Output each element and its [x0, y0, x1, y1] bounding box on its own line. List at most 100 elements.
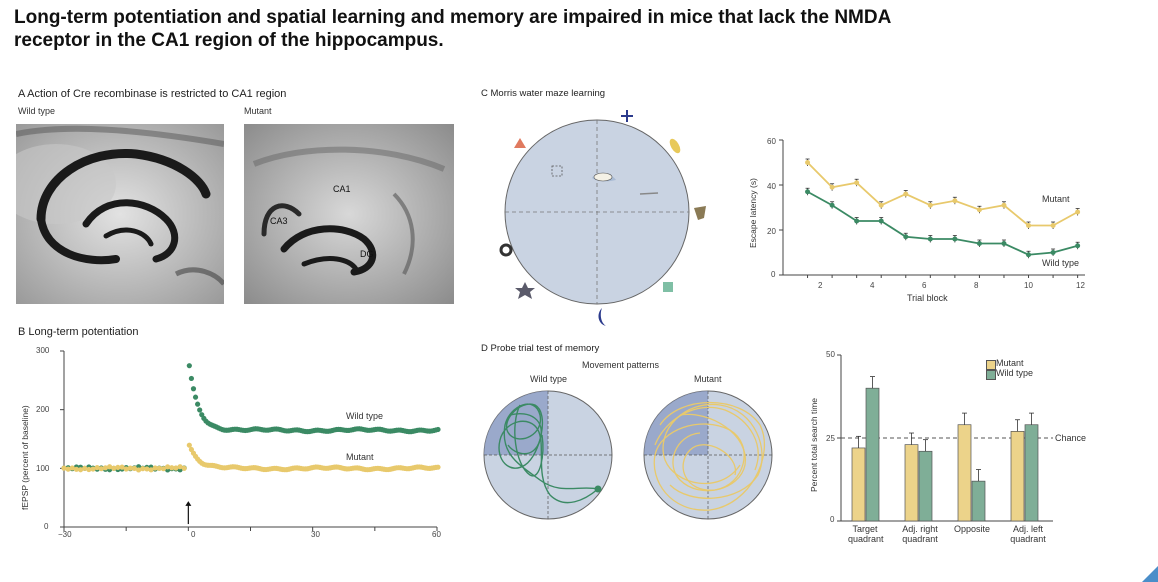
ltp-mutant-point — [77, 467, 84, 473]
ltp-mutant-point — [86, 466, 92, 473]
square-cue-icon — [663, 282, 673, 292]
ltp-mutant-point — [111, 465, 117, 471]
ring-cue-icon — [499, 243, 513, 257]
maze-learning-chart — [779, 139, 1085, 278]
maze-wild-point — [829, 202, 835, 208]
cat-target: Target quadrant — [848, 524, 884, 544]
probe-wild-bar — [918, 450, 933, 522]
plus-cue-icon — [621, 110, 633, 122]
probe-mutant-bar — [904, 444, 919, 522]
ca1-label: CA1 — [333, 184, 351, 194]
ltp-mutant-point — [115, 464, 121, 471]
ltp-mutant-point — [123, 466, 129, 472]
panel-c-heading: C Morris water maze learning — [481, 88, 606, 99]
wild-type-swim-path — [483, 390, 613, 520]
maze-mutant-point — [927, 202, 933, 208]
ltp-mutant-point — [181, 465, 187, 471]
maze-wild-point — [805, 189, 811, 195]
c-wild-label: Wild type — [1042, 258, 1080, 268]
ltp-wild-point — [186, 363, 192, 369]
ltp-wild-point — [197, 407, 203, 413]
ltp-mutant-point — [127, 465, 133, 471]
probe-wild-bar — [971, 480, 986, 522]
legend-mutant-swatch — [986, 360, 996, 370]
maze-wild-point — [1001, 241, 1007, 246]
d-legend-mutant: Mutant — [996, 358, 1024, 368]
b-xtick-minus30: −30 — [58, 530, 72, 539]
d-ytick-50: 50 — [826, 350, 835, 359]
ltp-chart — [60, 350, 441, 531]
maze-wild-point — [1026, 252, 1032, 258]
maze-mutant-point — [1075, 209, 1081, 215]
cat-adj-left: Adj. left quadrant — [1006, 524, 1050, 544]
water-maze-diagram — [499, 110, 706, 326]
ca3-label: CA3 — [270, 216, 288, 226]
c-xtick-2: 2 — [818, 281, 823, 290]
d-ytick-25: 25 — [826, 434, 835, 443]
triangle-cue-icon — [514, 138, 526, 148]
ltp-mutant-point — [82, 465, 88, 471]
cat-opposite: Opposite — [950, 524, 994, 534]
dg-label: DG — [360, 249, 374, 259]
b-ytick-100: 100 — [36, 464, 50, 473]
probe-mutant-bar — [851, 447, 866, 522]
probe-mutant-bar — [1010, 431, 1025, 522]
panel-a-heading: A Action of Cre recombinase is restricte… — [18, 88, 287, 100]
ltp-wild-point — [188, 375, 195, 382]
ltp-mutant-point — [119, 464, 125, 470]
ltp-mutant-point — [148, 467, 154, 473]
maze-mutant-point — [829, 184, 835, 190]
probe-wild-bar — [865, 387, 880, 522]
panel-a-mutant-label: Mutant — [244, 106, 272, 116]
stimulus-arrow-head — [185, 501, 192, 506]
c-x-label: Trial block — [907, 293, 948, 303]
ltp-mutant-point — [65, 466, 71, 472]
ltp-wild-point — [435, 426, 441, 433]
ltp-mutant-point — [102, 465, 109, 471]
maze-mutant-point — [878, 202, 884, 208]
b-xtick-30: 30 — [311, 530, 320, 539]
d-chance-label: Chance — [1055, 433, 1087, 443]
ltp-mutant-point — [69, 465, 75, 471]
maze-wild-point — [952, 236, 958, 242]
maze-mutant-point — [976, 207, 982, 213]
ltp-wild-point — [190, 386, 197, 392]
cat-adj-right-line1: Adj. right — [902, 524, 938, 534]
moon-cue-icon — [598, 308, 606, 326]
maze-wild-point — [1075, 243, 1081, 249]
maze-mutant-point — [1050, 223, 1056, 228]
ltp-mutant-point — [94, 464, 100, 471]
maze-wild-line — [807, 190, 1078, 256]
cat-adj-right-line2: quadrant — [902, 534, 938, 544]
ltp-mutant-point — [186, 442, 192, 448]
ltp-mutant-point — [131, 465, 138, 471]
pentagon-cue-icon — [694, 206, 706, 220]
maze-mutant-point — [1026, 223, 1032, 228]
maze-mutant-point — [805, 160, 811, 165]
ltp-mutant-point — [144, 466, 150, 472]
panel-b-heading: B Long-term potentiation — [18, 326, 139, 338]
maze-mutant-line — [806, 161, 1079, 227]
cat-adj-right: Adj. right quadrant — [898, 524, 942, 544]
c-ytick-60: 60 — [767, 137, 776, 146]
panel-a-wild-label: Wild type — [18, 106, 56, 116]
b-wild-label: Wild type — [346, 411, 384, 421]
b-ytick-0: 0 — [44, 522, 49, 531]
cat-target-line1: Target — [852, 524, 878, 534]
ltp-mutant-point — [156, 465, 162, 471]
c-xtick-4: 4 — [870, 281, 875, 290]
maze-wild-point — [903, 234, 909, 240]
mouse-icon — [593, 172, 613, 182]
maze-mutant-point — [952, 198, 958, 204]
b-ytick-300: 300 — [36, 346, 50, 355]
d-legend-wild: Wild type — [996, 368, 1034, 378]
panel-d-heading: D Probe trial test of memory — [481, 343, 600, 354]
cat-target-line2: quadrant — [848, 534, 884, 544]
cat-opposite-line1: Opposite — [953, 524, 991, 534]
ltp-mutant-point — [136, 467, 142, 473]
c-ytick-0: 0 — [771, 270, 776, 279]
c-xtick-12: 12 — [1076, 281, 1085, 290]
ltp-mutant-point — [435, 464, 441, 470]
b-xtick-0: 0 — [191, 530, 196, 539]
d-ytick-0: 0 — [830, 515, 835, 524]
